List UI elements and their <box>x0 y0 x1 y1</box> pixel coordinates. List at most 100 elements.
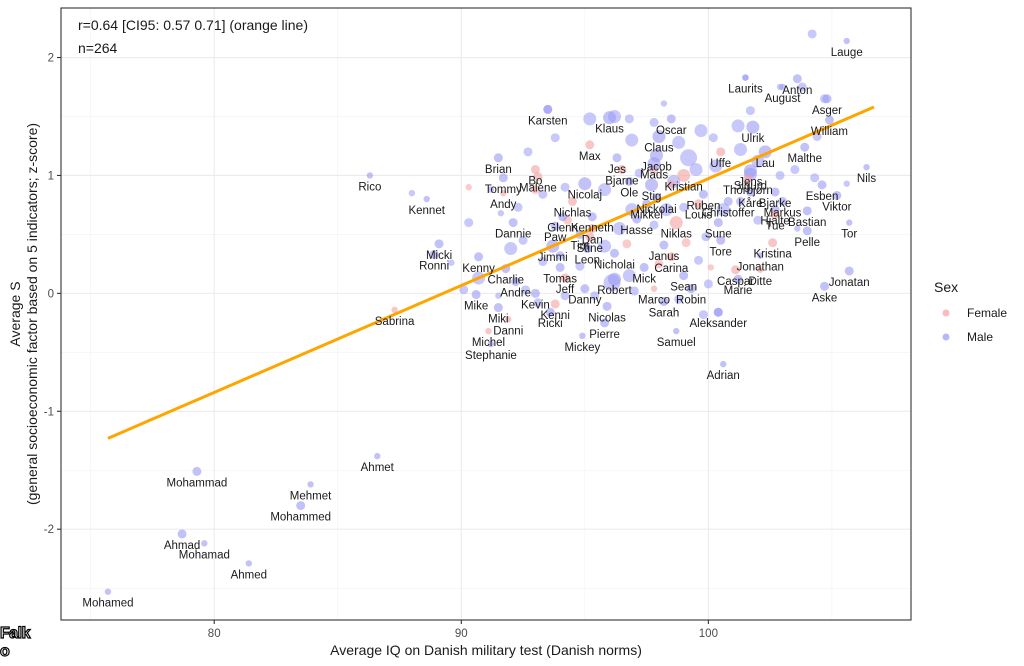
point-label-nils: Nils <box>857 173 876 185</box>
point-label-asger: Asger <box>812 105 842 117</box>
data-point <box>560 291 570 301</box>
data-point-max <box>585 140 595 150</box>
point-label-jeff: Jeff <box>556 284 575 296</box>
data-point-ahmed <box>245 560 252 567</box>
data-point <box>487 186 495 193</box>
point-label-aleksander: Aleksander <box>689 318 747 330</box>
point-label-kristina: Kristina <box>753 249 792 261</box>
data-point-nils <box>863 163 870 171</box>
data-point <box>708 133 718 143</box>
point-label-tore: Tore <box>710 246 732 258</box>
point-label-ditte: Ditte <box>748 276 772 288</box>
data-point <box>794 225 801 232</box>
point-label-glenn: Glenn <box>547 223 578 235</box>
point-label-ahmed: Ahmed <box>231 569 267 581</box>
data-point <box>622 269 636 283</box>
point-label-sigurd: Sigurd <box>734 180 767 192</box>
x-tick-label: 90 <box>455 628 468 640</box>
point-label-hjalte: Hjalte <box>760 216 789 228</box>
point-label-mick: Mick <box>632 273 656 285</box>
point-label-leon: Leon <box>575 255 601 267</box>
point-label-mohammad: Mohammad <box>167 477 228 489</box>
data-point-stine <box>585 232 595 242</box>
data-point <box>701 232 711 242</box>
point-label-nicolas: Nicolas <box>588 312 626 324</box>
data-point <box>550 133 560 143</box>
point-label-oscar: Oscar <box>656 125 687 137</box>
point-label-tue: Tue <box>765 220 784 232</box>
data-point-glenn <box>558 212 568 222</box>
data-point <box>560 182 570 192</box>
data-point-mick <box>639 262 649 272</box>
data-point-marco <box>650 285 658 292</box>
data-point-nicolas <box>602 301 612 311</box>
data-point <box>555 251 565 261</box>
data-point <box>408 189 416 197</box>
data-point <box>703 279 713 289</box>
data-point-mohamad <box>201 540 208 547</box>
y-axis-title-line2: (general socioeconomic factor based on 5… <box>24 123 40 505</box>
data-point <box>612 222 626 236</box>
data-point <box>745 106 755 116</box>
point-label-robert: Robert <box>597 285 632 297</box>
data-point-tore <box>716 235 726 245</box>
data-point <box>598 183 612 197</box>
data-point-esben <box>817 180 827 190</box>
point-label-esben: Esben <box>806 191 839 203</box>
point-label-sean: Sean <box>670 282 697 294</box>
point-label-bastian: Bastian <box>788 217 826 229</box>
data-point-mehmet <box>307 481 314 488</box>
point-label-kevin: Kevin <box>521 299 550 311</box>
data-point-samuel <box>673 327 680 335</box>
data-point <box>810 173 820 183</box>
point-label-jimmi: Jimmi <box>538 252 568 264</box>
point-label-pierre: Pierre <box>589 329 620 341</box>
point-label-stephanie: Stephanie <box>465 350 517 362</box>
point-label-carina: Carina <box>654 263 688 275</box>
data-point <box>504 242 518 256</box>
x-tick-label: 80 <box>208 628 221 640</box>
data-point-stig <box>645 178 659 192</box>
data-point-louis <box>694 199 703 209</box>
point-label-viktor: Viktor <box>822 201 851 213</box>
point-label-tomas: Tomas <box>543 273 577 285</box>
point-label-tommy: Tommy <box>485 184 522 196</box>
point-label-ruben: Ruben <box>686 200 720 212</box>
data-point <box>533 298 543 308</box>
data-point-ronni <box>429 249 439 259</box>
point-label-danni: Danni <box>493 325 523 337</box>
y-tick-label: -1 <box>44 406 54 418</box>
data-point-caspar <box>731 265 741 275</box>
data-point-karsten <box>543 104 553 114</box>
point-label-mohammed: Mohammed <box>270 512 331 524</box>
data-point-danny <box>580 284 590 294</box>
data-point <box>734 143 748 157</box>
data-point-kristina <box>768 238 778 248</box>
data-point <box>634 168 644 178</box>
point-label-niklas: Niklas <box>661 229 693 241</box>
point-label-klaus: Klaus <box>595 124 624 136</box>
grid-lines <box>61 8 911 620</box>
point-label-louis: Louis <box>685 210 713 222</box>
point-label-stig: Stig <box>642 191 662 203</box>
data-point <box>654 259 664 269</box>
point-label-andy: Andy <box>490 199 516 211</box>
data-point-danni <box>505 316 512 323</box>
point-label-jes: Jes <box>608 164 626 176</box>
y-tick-label: 0 <box>48 288 54 300</box>
y-tick-label: 1 <box>48 170 54 182</box>
data-point-thorbjørn <box>743 174 753 184</box>
data-point-klaus <box>603 111 617 125</box>
data-point <box>518 235 528 245</box>
data-point <box>812 132 822 142</box>
data-point-laurits <box>742 74 749 81</box>
y-tick-label: 2 <box>48 53 54 65</box>
data-point-kenni <box>550 299 560 309</box>
point-label-danny: Danny <box>568 295 601 307</box>
data-point-bastian <box>802 206 812 216</box>
data-point-nicolaj <box>578 177 592 191</box>
data-point-sune <box>713 218 723 228</box>
data-point <box>698 310 708 320</box>
